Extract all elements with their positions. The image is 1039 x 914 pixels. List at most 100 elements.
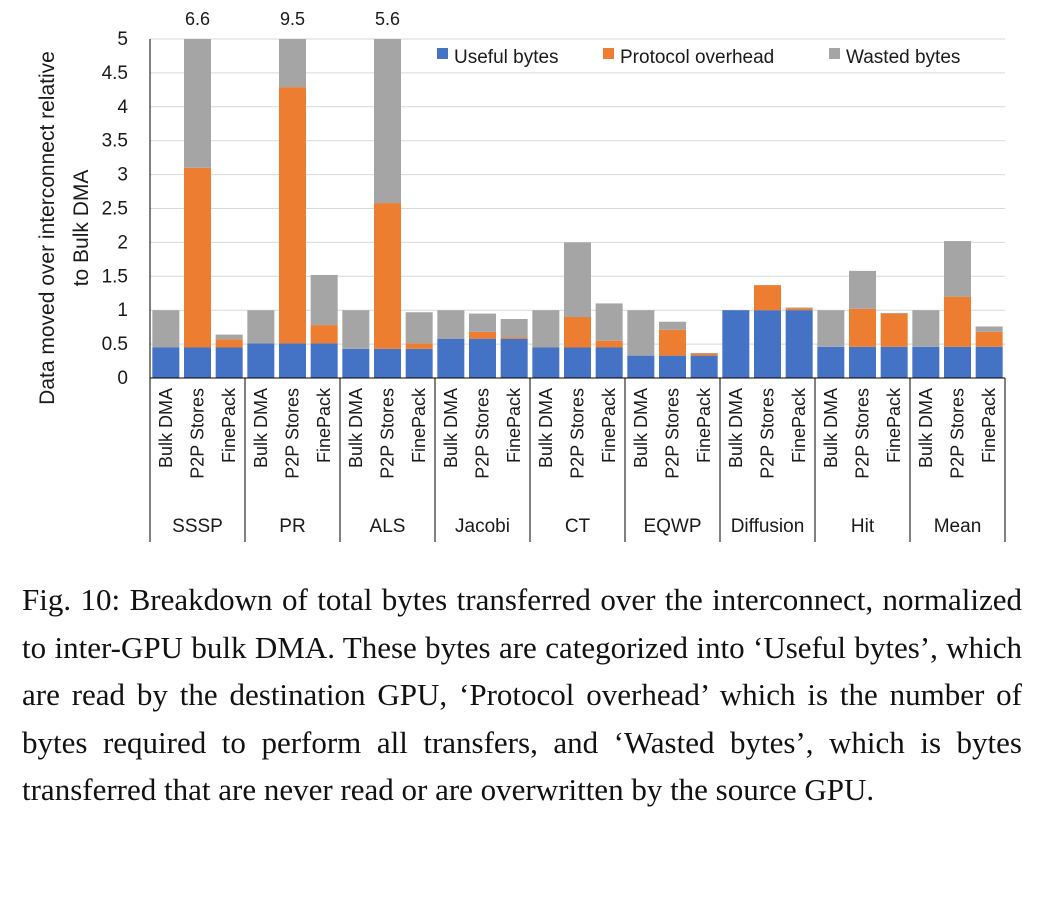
bar-protocol-overhead: [215, 339, 243, 348]
bar-wasted-bytes: [279, 39, 306, 88]
legend-label: Protocol overhead: [620, 47, 774, 68]
bar-protocol-overhead: [659, 329, 686, 356]
bar-protocol-overhead: [975, 331, 1003, 347]
x-tick-label: P2P Stores: [473, 388, 493, 479]
bar-wasted-bytes: [817, 310, 845, 347]
bar-protocol-overhead: [849, 308, 876, 347]
bar-wasted-bytes: [659, 321, 686, 330]
bar-useful-bytes: [247, 343, 275, 378]
x-tick-label: FinePack: [979, 387, 999, 463]
x-tick-label: Bulk DMA: [156, 388, 176, 468]
x-tick-label: Bulk DMA: [821, 388, 841, 468]
x-tick-label: Bulk DMA: [916, 388, 936, 468]
bar-useful-bytes: [817, 346, 845, 378]
x-tick-label: FinePack: [219, 387, 239, 463]
bar-useful-bytes: [405, 348, 433, 378]
x-tick-label: P2P Stores: [663, 388, 683, 479]
bar-wasted-bytes: [880, 312, 908, 314]
y-tick-label: 1.5: [102, 266, 128, 287]
bar-wasted-bytes: [342, 310, 370, 349]
legend: Useful bytes Protocol overhead Wasted byte…: [437, 47, 960, 68]
bar-protocol-overhead: [564, 316, 591, 348]
bar-protocol-overhead: [880, 313, 908, 347]
bar-useful-bytes: [342, 348, 370, 378]
group-label: CT: [565, 516, 591, 537]
bar-wasted-bytes: [532, 310, 560, 348]
bar-protocol-overhead: [469, 331, 496, 339]
stacked-bar-chart: 0 0.5 1 1.5 2 2.5 3 3.5 4 4.5 5 Bulk DMA P2P Stores…: [36, 9, 1006, 542]
bar-useful-bytes: [659, 355, 686, 378]
x-tick-label: P2P Stores: [378, 388, 398, 479]
bar-useful-bytes: [627, 355, 655, 378]
bar-useful-bytes: [849, 346, 876, 378]
x-tick-label: Bulk DMA: [631, 388, 651, 468]
bar-wasted-bytes: [627, 310, 655, 356]
legend-label: Wasted bytes: [846, 47, 960, 68]
y-tick-label: 4.5: [102, 63, 128, 84]
bar-protocol-overhead: [405, 343, 433, 349]
bar-useful-bytes: [184, 347, 211, 378]
bar-useful-bytes: [500, 338, 528, 378]
bar-useful-bytes: [215, 347, 243, 378]
bar-useful-bytes: [279, 343, 306, 378]
bar-useful-bytes: [785, 310, 813, 378]
bar-useful-bytes: [437, 338, 465, 378]
bar-wasted-bytes: [975, 326, 1003, 332]
y-axis-label: Data moved over interconnect relative to …: [36, 51, 93, 405]
bar-useful-bytes: [374, 348, 401, 378]
x-tick-label: FinePack: [314, 387, 334, 463]
bar-protocol-overhead: [944, 296, 971, 347]
figure-caption: Fig. 10: Breakdown of total bytes transf…: [22, 582, 1022, 807]
bar-wasted-bytes: [564, 242, 591, 317]
x-tick-label: Bulk DMA: [346, 388, 366, 468]
data-labels: 6.6 9.5 5.6: [185, 9, 400, 29]
x-tick-label: FinePack: [504, 387, 524, 463]
x-tick-label: P2P Stores: [758, 388, 778, 479]
bar-wasted-bytes: [247, 310, 275, 344]
bar-useful-bytes: [564, 347, 591, 378]
bar-protocol-overhead: [374, 203, 401, 349]
bar-useful-bytes: [912, 346, 940, 378]
bar-useful-bytes: [975, 346, 1003, 378]
x-tick-label: Bulk DMA: [726, 388, 746, 468]
bar-wasted-bytes: [374, 39, 401, 204]
group-label: EQWP: [643, 516, 701, 537]
group-label: Diffusion: [731, 516, 805, 537]
bar-protocol-overhead: [500, 337, 528, 339]
bar-wasted-bytes: [437, 310, 465, 339]
y-tick-label: 0.5: [102, 334, 128, 355]
bar-protocol-overhead: [595, 340, 623, 348]
x-tick-label: P2P Stores: [283, 388, 303, 479]
x-tick-label: FinePack: [789, 387, 809, 463]
legend-label: Useful bytes: [454, 47, 559, 68]
bar-useful-bytes: [310, 343, 338, 378]
bar-wasted-bytes: [785, 307, 813, 309]
bar-protocol-overhead: [279, 87, 306, 344]
x-tick-label: P2P Stores: [948, 388, 968, 479]
bar-useful-bytes: [722, 310, 750, 378]
group-label: Jacobi: [455, 516, 510, 537]
bar-useful-bytes: [880, 346, 908, 378]
y-tick-label: 3.5: [102, 131, 128, 152]
y-tick-labels: 0 0.5 1 1.5 2 2.5 3 3.5 4 4.5 5: [102, 29, 129, 389]
legend-swatch: [437, 48, 448, 59]
x-tick-label: FinePack: [694, 387, 714, 463]
y-tick-label: 3: [117, 165, 128, 186]
bar-wasted-bytes: [310, 274, 338, 326]
bar-wasted-bytes: [500, 319, 528, 338]
y-axis-label-line: to Bulk DMA: [70, 170, 93, 287]
axes: [149, 39, 1006, 542]
bar-wasted-bytes: [849, 270, 876, 309]
bar-useful-bytes: [469, 338, 496, 378]
group-label: ALS: [370, 516, 406, 537]
bar-useful-bytes: [532, 347, 560, 378]
bar-wasted-bytes: [912, 310, 940, 347]
bar-wasted-bytes: [215, 334, 243, 340]
bar-total-label: 9.5: [280, 9, 305, 29]
group-labels: SSSP PR ALS Jacobi CT EQWP Diffusion Hit Mean: [172, 516, 981, 537]
x-tick-label: Bulk DMA: [536, 388, 556, 468]
bar-wasted-bytes: [690, 352, 718, 354]
y-tick-label: 0: [117, 368, 128, 389]
bar-protocol-overhead: [310, 325, 338, 344]
bar-protocol-overhead: [754, 285, 781, 311]
